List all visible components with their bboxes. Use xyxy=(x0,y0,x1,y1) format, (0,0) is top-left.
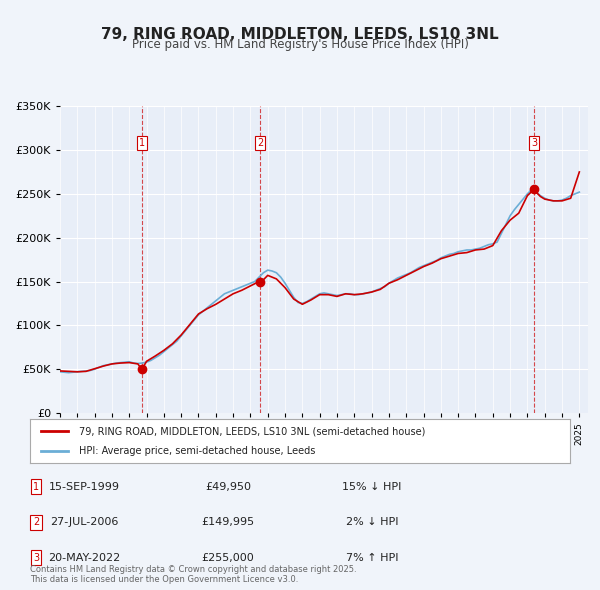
Text: £255,000: £255,000 xyxy=(202,553,254,562)
Text: 79, RING ROAD, MIDDLETON, LEEDS, LS10 3NL (semi-detached house): 79, RING ROAD, MIDDLETON, LEEDS, LS10 3N… xyxy=(79,427,425,436)
Text: HPI: Average price, semi-detached house, Leeds: HPI: Average price, semi-detached house,… xyxy=(79,446,315,455)
Text: 27-JUL-2006: 27-JUL-2006 xyxy=(50,517,118,527)
Text: 1: 1 xyxy=(33,482,39,491)
Text: 7% ↑ HPI: 7% ↑ HPI xyxy=(346,553,398,562)
Text: 20-MAY-2022: 20-MAY-2022 xyxy=(48,553,120,562)
Text: £149,995: £149,995 xyxy=(202,517,254,527)
Text: 79, RING ROAD, MIDDLETON, LEEDS, LS10 3NL: 79, RING ROAD, MIDDLETON, LEEDS, LS10 3N… xyxy=(101,27,499,41)
Text: Price paid vs. HM Land Registry's House Price Index (HPI): Price paid vs. HM Land Registry's House … xyxy=(131,38,469,51)
Text: 3: 3 xyxy=(531,138,537,148)
Text: 15-SEP-1999: 15-SEP-1999 xyxy=(49,482,119,491)
Text: Contains HM Land Registry data © Crown copyright and database right 2025.
This d: Contains HM Land Registry data © Crown c… xyxy=(30,565,356,584)
Text: 15% ↓ HPI: 15% ↓ HPI xyxy=(343,482,401,491)
Text: 1: 1 xyxy=(139,138,145,148)
Text: 3: 3 xyxy=(33,553,39,562)
Text: £49,950: £49,950 xyxy=(205,482,251,491)
Text: 2% ↓ HPI: 2% ↓ HPI xyxy=(346,517,398,527)
Text: 2: 2 xyxy=(257,138,263,148)
Text: 2: 2 xyxy=(33,517,39,527)
